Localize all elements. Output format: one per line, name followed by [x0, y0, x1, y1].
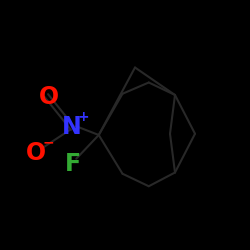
Text: O: O — [26, 140, 46, 164]
Text: −: − — [43, 135, 54, 149]
Text: F: F — [64, 152, 80, 176]
Text: N: N — [62, 116, 81, 140]
Text: O: O — [39, 86, 59, 110]
Text: +: + — [78, 110, 89, 124]
